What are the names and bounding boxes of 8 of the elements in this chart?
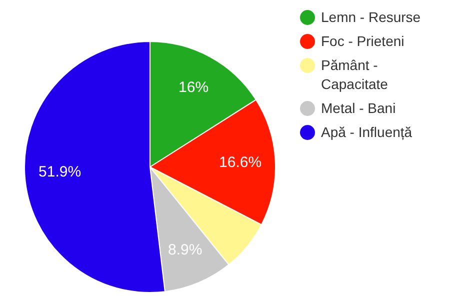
legend-label: Foc - Prieteni (321, 32, 406, 51)
data-label: 16% (178, 78, 209, 96)
legend-label: Apă - Influență (321, 123, 414, 142)
legend-label: Lemn - Resurse (321, 8, 422, 27)
legend-label: Metal - Bani (321, 99, 397, 118)
legend-label: Pământ - Capacitate (321, 56, 389, 94)
data-label: 51.9% (38, 164, 82, 181)
data-label: 16.6% (219, 154, 262, 172)
